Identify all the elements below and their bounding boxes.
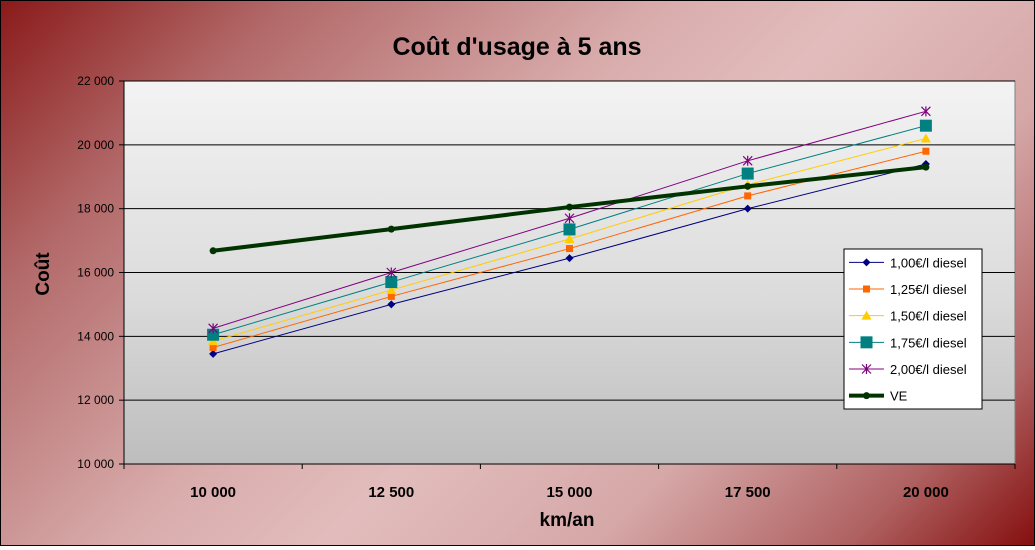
series-4 xyxy=(207,119,932,341)
data-point xyxy=(920,106,931,117)
legend-item: 1,00€/l diesel xyxy=(849,255,967,270)
y-axis-title: Coût xyxy=(33,252,54,296)
data-point xyxy=(564,213,575,224)
y-tick-label: 18 000 xyxy=(77,202,114,216)
data-point xyxy=(566,203,573,211)
y-tick-label: 12 000 xyxy=(77,393,114,407)
x-tick-label: 15 000 xyxy=(547,484,593,501)
data-point xyxy=(922,147,930,155)
legend: 1,00€/l diesel 1,25€/l diesel 1,50€/l dies… xyxy=(843,248,983,410)
x-tick-label: 10 000 xyxy=(190,484,236,501)
y-tick-label: 10 000 xyxy=(77,457,114,471)
data-point xyxy=(743,204,752,213)
legend-box xyxy=(843,248,983,410)
data-point xyxy=(209,349,218,358)
x-tick-label: 17 500 xyxy=(725,484,771,501)
data-point xyxy=(741,167,754,180)
data-point xyxy=(565,254,574,263)
y-tick-label: 16 000 xyxy=(77,266,114,280)
data-point xyxy=(563,223,576,236)
series-3 xyxy=(208,133,931,346)
axes: 10 000 12 000 14 000 16 000 18 000 20 000 22 0… xyxy=(77,74,1016,501)
series-5 xyxy=(208,106,931,334)
data-point xyxy=(208,323,219,334)
legend-item: 2,00€/l diesel xyxy=(849,362,967,377)
legend-label: 1,25€/l diesel xyxy=(890,282,967,297)
data-point xyxy=(564,233,575,243)
y-tick-label: 14 000 xyxy=(77,329,114,343)
legend-item: 1,25€/l diesel xyxy=(849,282,967,297)
data-point xyxy=(386,285,397,295)
data-point xyxy=(385,276,398,289)
legend-marker xyxy=(862,258,871,267)
x-axis-title: km/an xyxy=(540,510,595,531)
data-point xyxy=(919,119,932,132)
y-tick-label: 20 000 xyxy=(77,138,114,152)
data-point xyxy=(387,292,395,300)
legend-label: 1,00€/l diesel xyxy=(890,255,967,270)
legend-marker xyxy=(861,310,872,320)
data-point xyxy=(920,133,931,143)
legend-label: 2,00€/l diesel xyxy=(890,362,967,377)
legend-item: 1,50€/l diesel xyxy=(849,309,967,324)
legend-label: 1,75€/l diesel xyxy=(890,335,967,350)
legend-marker xyxy=(863,285,870,293)
series-layer xyxy=(207,106,932,358)
y-tick-label: 22 000 xyxy=(77,74,114,88)
legend-marker xyxy=(863,392,870,400)
data-point xyxy=(744,182,752,190)
chart-title: Coût d'usage à 5 ans xyxy=(392,33,641,61)
series-6 xyxy=(209,163,930,255)
legend-item: 1,75€/l diesel xyxy=(849,335,967,350)
data-point xyxy=(566,245,573,253)
data-point xyxy=(742,155,753,166)
legend-marker xyxy=(860,336,873,349)
data-point xyxy=(209,344,217,352)
data-point xyxy=(386,267,397,278)
x-tick-label: 20 000 xyxy=(903,484,949,501)
legend-marker xyxy=(861,364,872,374)
data-point xyxy=(387,300,396,309)
x-tick-label: 12 500 xyxy=(368,484,414,501)
legend-label: 1,50€/l diesel xyxy=(890,309,967,324)
data-point xyxy=(387,225,395,233)
data-point xyxy=(922,163,930,171)
data-point xyxy=(209,247,217,255)
legend-item: VE xyxy=(849,389,908,404)
legend-label: VE xyxy=(890,389,908,404)
data-point xyxy=(744,192,752,200)
